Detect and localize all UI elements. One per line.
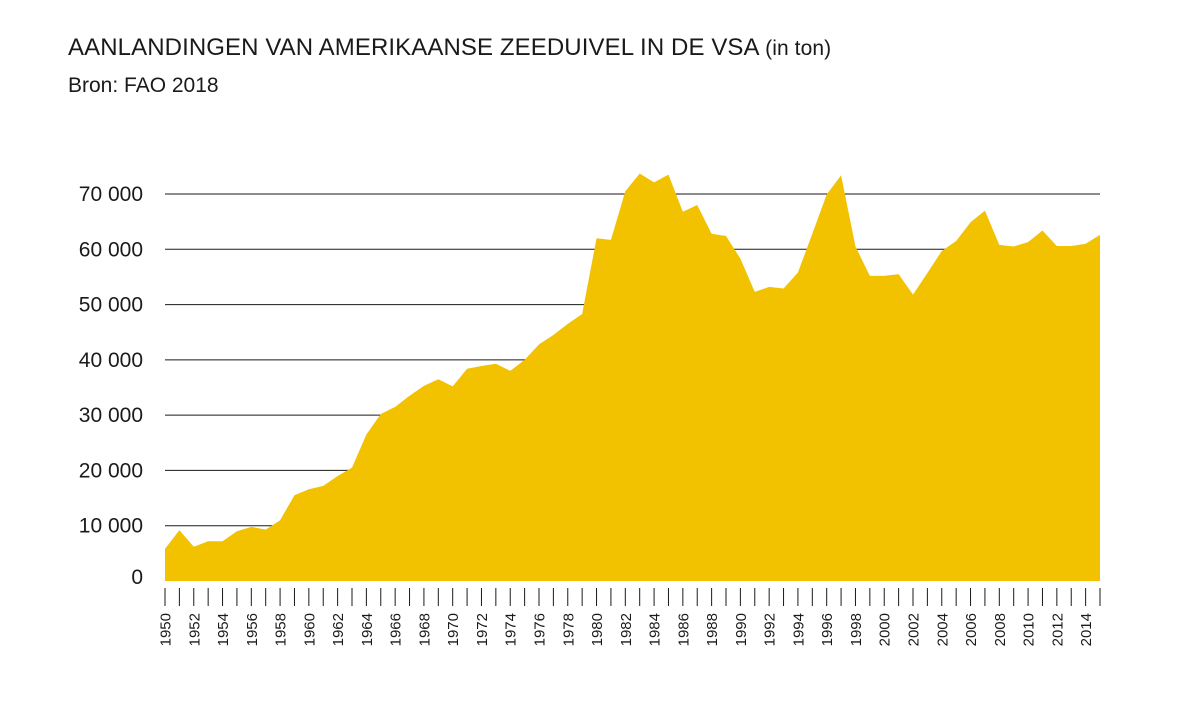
x-tick-label: 1984 — [647, 613, 664, 646]
x-tick-label: 2008 — [992, 613, 1009, 646]
x-tick-label: 2014 — [1078, 613, 1095, 646]
x-axis: 1950 1952 1954 1956 1958 1960 1962 1964 1966 1968… — [158, 588, 1101, 646]
y-tick-label: 60 000 — [79, 238, 143, 261]
x-tick-label: 1962 — [330, 613, 347, 646]
y-tick-label: 0 — [131, 566, 143, 589]
y-tick-label: 10 000 — [79, 515, 143, 538]
x-tick-label: 1960 — [301, 613, 318, 646]
x-tick-label: 2010 — [1021, 613, 1038, 646]
x-tick-label: 1952 — [186, 613, 203, 646]
x-tick-label: 1988 — [704, 613, 721, 646]
x-tick-label: 1966 — [388, 613, 405, 646]
x-tick-label: 2002 — [906, 613, 923, 646]
x-tick-label: 2006 — [963, 613, 980, 646]
x-tick-label: 1996 — [819, 613, 836, 646]
y-tick-label: 50 000 — [79, 294, 143, 317]
y-axis: 0 10 000 20 000 30 000 40 000 50 000 60 000 70 … — [79, 183, 143, 589]
chart-title-unit: (in ton) — [765, 37, 832, 60]
x-tick-label: 1956 — [244, 613, 261, 646]
y-tick-label: 40 000 — [79, 349, 143, 372]
x-tick-label: 1982 — [618, 613, 635, 646]
y-tick-label: 30 000 — [79, 404, 143, 427]
x-tick-label: 1998 — [848, 613, 865, 646]
x-tick-label: 2004 — [934, 613, 951, 646]
x-tick-label: 1950 — [158, 613, 175, 646]
x-tick-label: 1986 — [675, 613, 692, 646]
x-tick-label: 1990 — [733, 613, 750, 646]
x-tick-label: 1978 — [560, 613, 577, 646]
x-tick-label: 2000 — [877, 613, 894, 646]
area-series — [165, 173, 1100, 582]
chart-title-text: AANLANDINGEN VAN AMERIKAANSE ZEEDUIVEL I… — [68, 34, 759, 61]
x-tick-label: 2012 — [1049, 613, 1066, 646]
y-tick-label: 70 000 — [79, 183, 143, 206]
x-tick-label: 1992 — [762, 613, 779, 646]
x-tick-label: 1994 — [790, 613, 807, 646]
y-tick-label: 20 000 — [79, 459, 143, 482]
x-tick-label: 1964 — [359, 613, 376, 646]
x-tick-label: 1980 — [589, 613, 606, 646]
area-layer — [165, 173, 1100, 582]
x-tick-label: 1968 — [416, 613, 433, 646]
x-tick-label: 1958 — [273, 613, 290, 646]
x-tick-label: 1954 — [215, 613, 232, 646]
x-tick-label: 1972 — [474, 613, 491, 646]
chart-title: AANLANDINGEN VAN AMERIKAANSE ZEEDUIVEL I… — [68, 34, 831, 62]
chart-subtitle: Bron: FAO 2018 — [68, 74, 219, 97]
x-tick-label: 1970 — [445, 613, 462, 646]
x-tick-label: 1974 — [503, 613, 520, 646]
x-tick-label: 1976 — [532, 613, 549, 646]
